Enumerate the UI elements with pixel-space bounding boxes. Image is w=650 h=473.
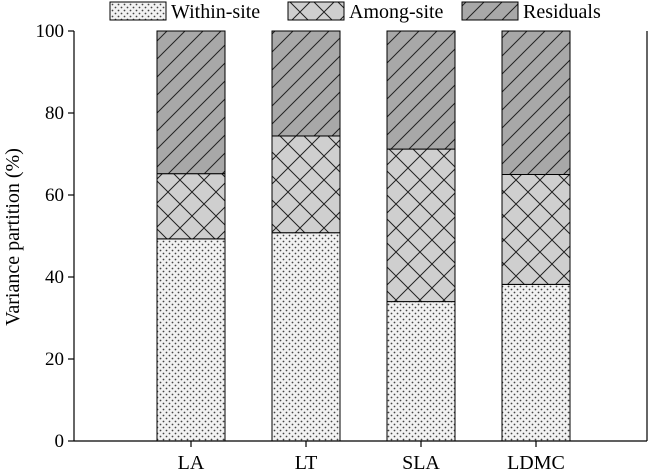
y-tick-label-100: 100	[36, 21, 65, 42]
bar-segment-lt-among-site	[271, 135, 341, 234]
legend-label-among-site: Among-site	[349, 1, 444, 23]
bar-segment-la-within-site	[156, 238, 226, 442]
x-tick-label-sla: SLA	[402, 452, 440, 473]
y-tick-label-60: 60	[45, 185, 64, 206]
y-tick-label-20: 20	[45, 349, 64, 370]
bar-segment-lt-within-site	[271, 232, 341, 442]
bar-segment-la-among-site	[156, 173, 226, 240]
y-tick-label-40: 40	[45, 267, 64, 288]
legend: Within-site Among-site Residuals	[109, 1, 601, 23]
y-axis: 0 20 40 60 80 100	[36, 21, 75, 452]
x-tick-label-la: LA	[178, 452, 205, 473]
y-tick-label-0: 0	[55, 431, 65, 452]
bar-segment-lt-residuals	[271, 30, 341, 137]
bar-segment-sla-within-site	[386, 301, 456, 442]
bar-segment-la-residuals	[156, 30, 226, 175]
bar-segment-sla-among-site	[386, 148, 456, 303]
x-tick-label-ldmc: LDMC	[507, 452, 565, 473]
legend-swatch-among-site	[287, 1, 345, 21]
legend-swatch-residuals	[461, 1, 519, 21]
bar-segment-ldmc-within-site	[501, 283, 571, 442]
x-tick-label-lt: LT	[295, 452, 318, 473]
bar-segment-ldmc-residuals	[501, 30, 571, 175]
legend-label-residuals: Residuals	[523, 1, 601, 23]
bar-segment-ldmc-among-site	[501, 174, 571, 285]
plot-area	[156, 30, 571, 442]
y-tick-label-80: 80	[45, 103, 64, 124]
x-axis: LA LT SLA LDMC	[74, 31, 648, 473]
legend-swatch-within-site	[109, 1, 167, 21]
y-axis-title: Variance partition (%)	[2, 148, 24, 326]
bar-segment-sla-residuals	[386, 30, 456, 150]
legend-label-within-site: Within-site	[171, 1, 260, 23]
